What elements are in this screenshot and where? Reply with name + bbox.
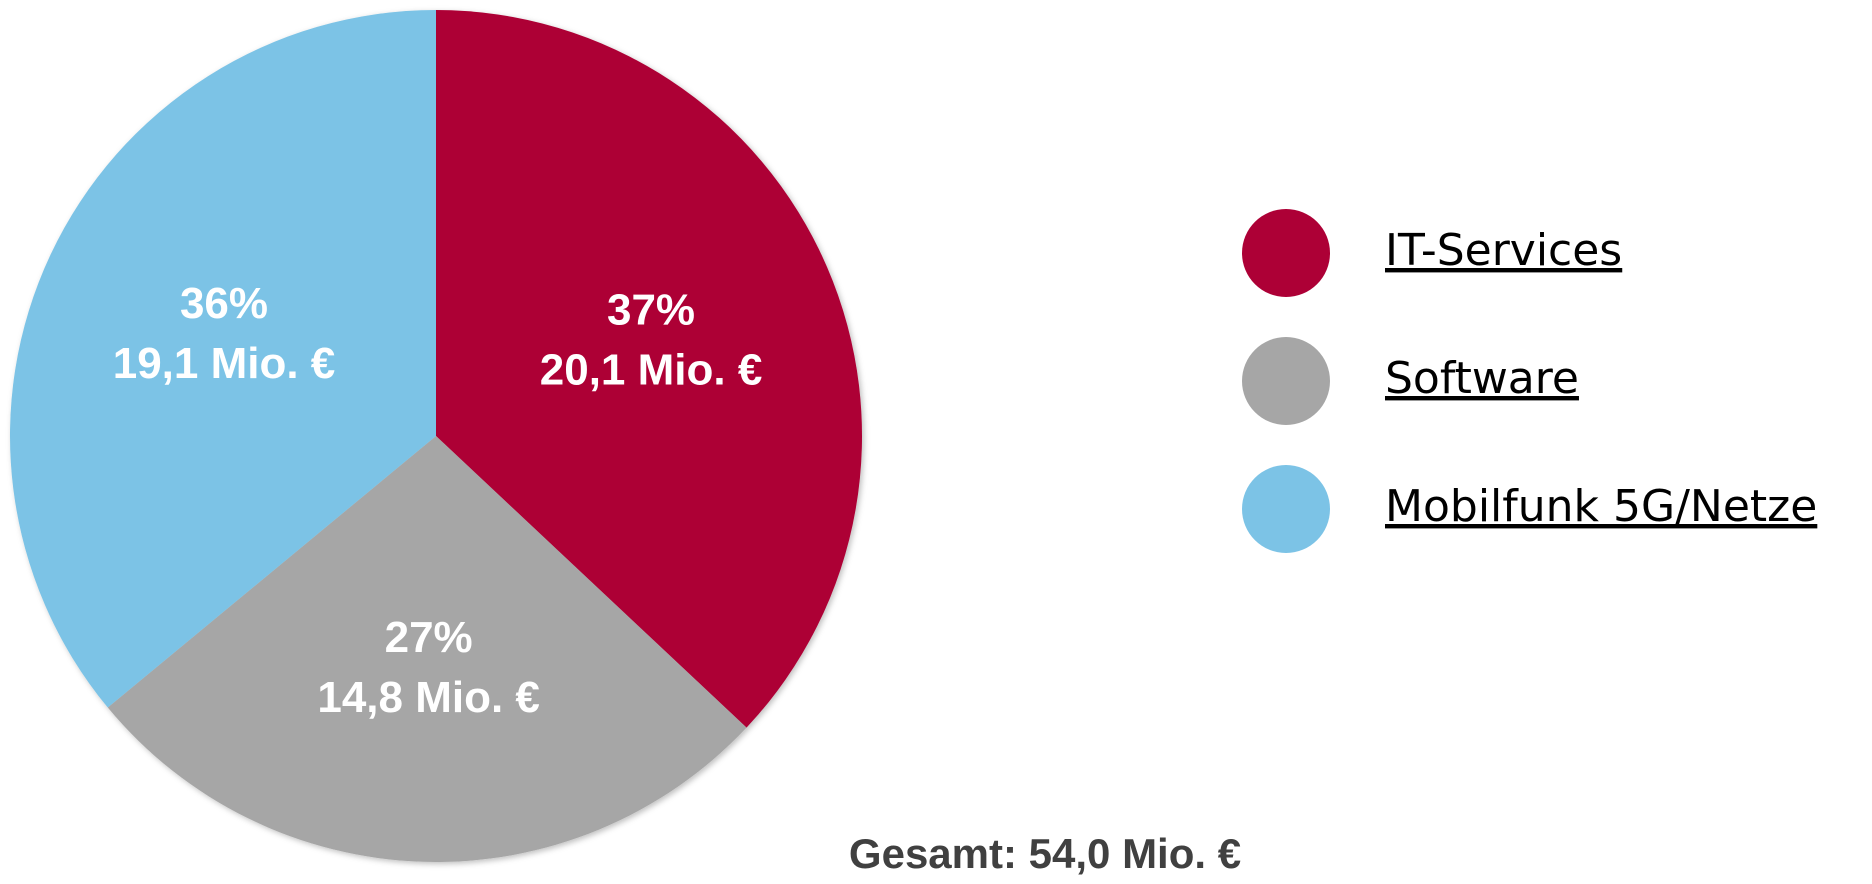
legend-marker (1242, 209, 1330, 297)
legend-marker (1242, 337, 1330, 425)
slice-percent-label: 36% (180, 279, 268, 328)
pie (10, 10, 863, 863)
slice-amount-label: 20,1 Mio. € (540, 346, 763, 395)
legend-label: IT-Services (1385, 225, 1622, 276)
pie-slice (10, 10, 437, 708)
total-label: Gesamt: 54,0 Mio. € (849, 830, 1241, 877)
legend-label: Software (1385, 353, 1579, 404)
legend-marker (1242, 465, 1330, 553)
slice-percent-label: 27% (385, 613, 473, 662)
slice-amount-label: 19,1 Mio. € (113, 339, 336, 388)
slice-amount-label: 14,8 Mio. € (317, 673, 540, 722)
legend-label: Mobilfunk 5G/Netze (1385, 481, 1817, 532)
pie-slice (107, 436, 747, 863)
slice-percent-label: 37% (607, 286, 695, 335)
pie-slice (436, 10, 863, 728)
